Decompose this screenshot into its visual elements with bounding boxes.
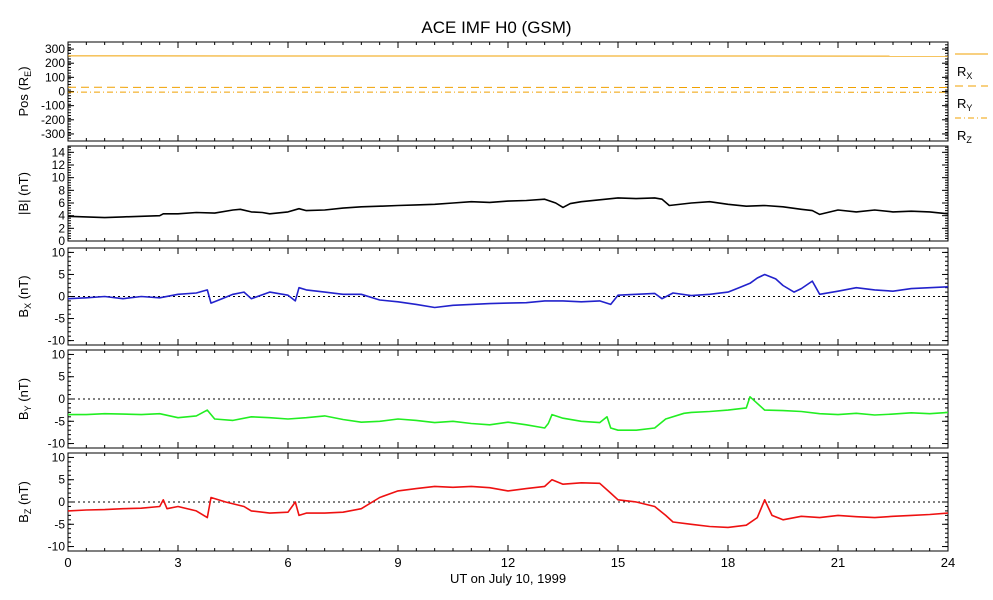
y-tick-label: -100	[41, 99, 65, 113]
y-axis-label-Bx: BX (nT)	[16, 275, 33, 317]
x-tick-label: 6	[284, 555, 291, 570]
panel-frame-position	[67, 41, 949, 142]
x-tick-label: 18	[721, 555, 735, 570]
y-tick-label: 0	[58, 234, 65, 248]
series-line-Bx	[67, 273, 949, 309]
y-tick-label: 10	[52, 245, 66, 259]
y-tick-label: 5	[58, 473, 65, 487]
y-axis-label-position: Pos (RE)	[16, 66, 33, 116]
y-axis-label-By: BY (nT)	[16, 378, 33, 420]
y-tick-label: 8	[58, 183, 65, 197]
y-tick-label: 10	[52, 347, 66, 361]
panel-frame-Bmag	[67, 145, 949, 242]
y-axis-label-Bz: BZ (nT)	[16, 481, 33, 523]
x-tick-label: 15	[611, 555, 625, 570]
y-tick-label: 5	[58, 267, 65, 281]
y-tick-label: -5	[54, 312, 65, 326]
y-tick-label: 0	[58, 392, 65, 406]
y-tick-label: -10	[48, 334, 66, 348]
y-tick-label: 6	[58, 196, 65, 210]
y-tick-label: -10	[48, 540, 66, 554]
y-tick-label: -300	[41, 127, 65, 141]
chart-title: ACE IMF H0 (GSM)	[421, 18, 572, 37]
y-tick-label: -200	[41, 113, 65, 127]
y-tick-label: 0	[58, 85, 65, 99]
y-tick-label: 10	[52, 450, 66, 464]
y-tick-label: 14	[52, 145, 66, 159]
y-tick-label: 0	[58, 495, 65, 509]
x-tick-label: 0	[64, 555, 71, 570]
x-tick-label: 9	[394, 555, 401, 570]
x-axis-label: UT on July 10, 1999	[450, 571, 566, 586]
y-tick-label: 12	[52, 158, 66, 172]
y-tick-label: 300	[45, 42, 65, 56]
legend-label-RX: RX	[957, 64, 972, 81]
y-tick-label: -5	[54, 517, 65, 531]
x-tick-label: 12	[501, 555, 515, 570]
x-tick-label: 3	[174, 555, 181, 570]
x-tick-label: 21	[831, 555, 845, 570]
y-tick-label: 5	[58, 370, 65, 384]
series-line-Bz	[67, 478, 949, 529]
y-tick-label: 10	[52, 171, 66, 185]
series-line-By	[68, 395, 949, 432]
y-axis-label-Bmag: |B| (nT)	[16, 172, 31, 215]
legend-label-RY: RY	[957, 96, 972, 113]
y-tick-label: -10	[48, 437, 66, 451]
y-tick-label: 2	[58, 221, 65, 235]
y-tick-label: 100	[45, 70, 65, 84]
x-tick-label: 24	[941, 555, 955, 570]
legend-label-RZ: RZ	[957, 128, 972, 145]
y-tick-label: -5	[54, 414, 65, 428]
series-line-Bmag	[67, 197, 949, 219]
y-tick-label: 200	[45, 56, 65, 70]
y-tick-label: 0	[58, 290, 65, 304]
y-tick-label: 4	[58, 209, 65, 223]
